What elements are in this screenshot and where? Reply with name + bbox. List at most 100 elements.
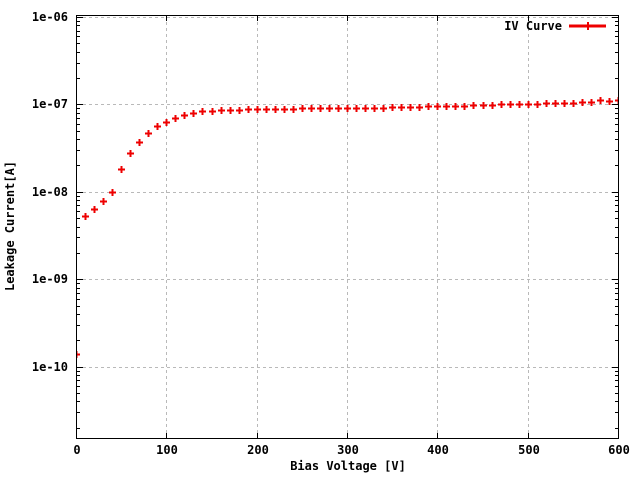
y-minor-tick-right xyxy=(615,165,618,166)
y-major-tick-left xyxy=(77,17,83,18)
y-minor-tick-left xyxy=(77,283,80,284)
y-minor-tick-left xyxy=(77,21,80,22)
y-minor-tick-left xyxy=(77,211,80,212)
y-minor-tick-left xyxy=(77,428,80,429)
y-minor-tick-right xyxy=(615,227,618,228)
y-minor-tick-left xyxy=(77,52,80,53)
x-major-tick-bottom xyxy=(257,433,258,438)
y-minor-tick-right xyxy=(615,412,618,413)
x-grid-line xyxy=(437,16,438,438)
x-grid-line xyxy=(528,16,529,438)
x-major-tick-top xyxy=(528,16,529,21)
y-minor-tick-right xyxy=(615,78,618,79)
y-minor-tick-left xyxy=(77,293,80,294)
y-minor-tick-right xyxy=(615,131,618,132)
y-tick-label: 1e-09 xyxy=(31,272,68,286)
y-major-tick-right xyxy=(612,104,618,105)
y-major-tick-left xyxy=(77,104,83,105)
x-major-tick-bottom xyxy=(166,433,167,438)
x-grid-line xyxy=(166,16,167,438)
y-minor-tick-left xyxy=(77,43,80,44)
y-major-tick-left xyxy=(77,279,83,280)
y-minor-tick-right xyxy=(615,113,618,114)
y-minor-tick-right xyxy=(615,428,618,429)
y-minor-tick-left xyxy=(77,380,80,381)
x-tick-label: 400 xyxy=(427,443,449,457)
y-minor-tick-right xyxy=(615,401,618,402)
y-minor-tick-right xyxy=(615,237,618,238)
x-major-tick-top xyxy=(76,16,77,21)
y-minor-tick-right xyxy=(615,25,618,26)
x-tick-label: 200 xyxy=(247,443,269,457)
y-minor-tick-left xyxy=(77,288,80,289)
y-tick-label: 1e-06 xyxy=(31,10,68,24)
y-minor-tick-right xyxy=(615,108,618,109)
y-minor-tick-left xyxy=(77,205,80,206)
y-minor-tick-left xyxy=(77,371,80,372)
x-major-tick-bottom xyxy=(528,433,529,438)
x-major-tick-bottom xyxy=(76,433,77,438)
y-minor-tick-right xyxy=(615,393,618,394)
y-minor-tick-right xyxy=(615,306,618,307)
y-minor-tick-left xyxy=(77,31,80,32)
y-minor-tick-right xyxy=(615,325,618,326)
y-minor-tick-left xyxy=(77,375,80,376)
y-minor-tick-left xyxy=(77,314,80,315)
y-major-tick-left xyxy=(77,192,83,193)
y-minor-tick-left xyxy=(77,165,80,166)
y-minor-tick-left xyxy=(77,227,80,228)
y-minor-tick-right xyxy=(615,314,618,315)
x-tick-label: 500 xyxy=(518,443,540,457)
y-major-tick-right xyxy=(612,17,618,18)
y-minor-tick-left xyxy=(77,124,80,125)
y-minor-tick-left xyxy=(77,200,80,201)
y-minor-tick-left xyxy=(77,386,80,387)
y-minor-tick-left xyxy=(77,118,80,119)
y-minor-tick-right xyxy=(615,205,618,206)
y-minor-tick-right xyxy=(615,118,618,119)
data-point-markers xyxy=(77,97,618,358)
y-minor-tick-right xyxy=(615,283,618,284)
y-minor-tick-right xyxy=(615,288,618,289)
y-minor-tick-right xyxy=(615,200,618,201)
y-minor-tick-right xyxy=(615,380,618,381)
x-major-tick-bottom xyxy=(437,433,438,438)
y-minor-tick-right xyxy=(615,196,618,197)
y-tick-label: 1e-10 xyxy=(31,360,68,374)
y-minor-tick-left xyxy=(77,150,80,151)
x-tick-label: 300 xyxy=(337,443,359,457)
y-minor-tick-right xyxy=(615,124,618,125)
y-minor-tick-left xyxy=(77,340,80,341)
y-minor-tick-left xyxy=(77,306,80,307)
y-minor-tick-right xyxy=(615,150,618,151)
legend-line-sample xyxy=(569,22,606,30)
y-minor-tick-right xyxy=(615,63,618,64)
y-minor-tick-left xyxy=(77,131,80,132)
y-minor-tick-left xyxy=(77,196,80,197)
y-minor-tick-left xyxy=(77,218,80,219)
y-minor-tick-left xyxy=(77,325,80,326)
y-minor-tick-left xyxy=(77,63,80,64)
y-tick-label: 1e-07 xyxy=(31,97,68,111)
y-minor-tick-right xyxy=(615,36,618,37)
x-grid-line xyxy=(347,16,348,438)
y-minor-tick-right xyxy=(615,293,618,294)
y-minor-tick-right xyxy=(615,375,618,376)
y-major-tick-right xyxy=(612,367,618,368)
y-minor-tick-left xyxy=(77,412,80,413)
y-minor-tick-left xyxy=(77,401,80,402)
x-axis-title: Bias Voltage [V] xyxy=(290,459,406,473)
y-minor-tick-left xyxy=(77,113,80,114)
y-minor-tick-right xyxy=(615,21,618,22)
y-minor-tick-right xyxy=(615,386,618,387)
y-minor-tick-right xyxy=(615,340,618,341)
y-minor-tick-right xyxy=(615,253,618,254)
y-minor-tick-right xyxy=(615,31,618,32)
y-minor-tick-left xyxy=(77,393,80,394)
y-minor-tick-left xyxy=(77,25,80,26)
x-major-tick-bottom xyxy=(618,433,619,438)
y-minor-tick-right xyxy=(615,211,618,212)
y-major-tick-right xyxy=(612,192,618,193)
legend: IV Curve xyxy=(504,18,607,34)
